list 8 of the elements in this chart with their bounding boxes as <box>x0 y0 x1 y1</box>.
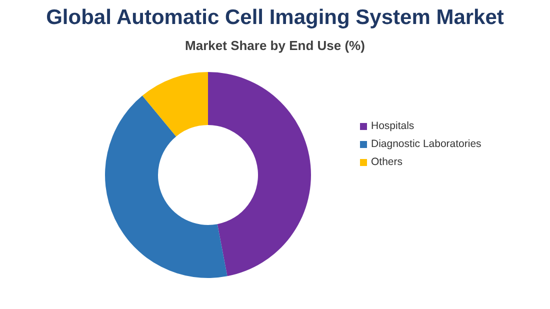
donut-slice <box>142 72 208 136</box>
donut-slice <box>105 96 228 278</box>
donut-slice <box>208 72 311 276</box>
legend-label: Others <box>371 156 403 168</box>
chart-title: Global Automatic Cell Imaging System Market <box>45 6 505 30</box>
chart-subtitle: Market Share by End Use (%) <box>184 38 366 53</box>
legend-label: Diagnostic Laboratories <box>371 138 482 150</box>
legend-label: Hospitals <box>371 120 414 132</box>
